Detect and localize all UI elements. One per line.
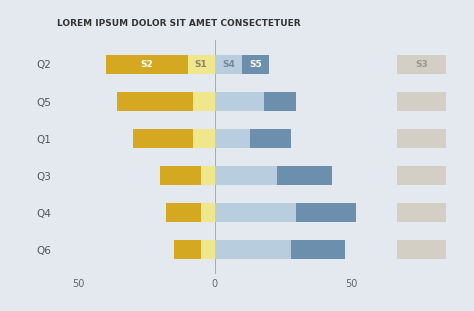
- Text: S1: S1: [195, 60, 208, 69]
- Bar: [397, 129, 446, 148]
- Bar: [201, 240, 215, 259]
- Bar: [215, 55, 242, 74]
- Bar: [166, 203, 201, 222]
- Bar: [264, 92, 296, 111]
- Bar: [215, 129, 250, 148]
- Bar: [296, 203, 356, 222]
- Text: S2: S2: [140, 60, 153, 69]
- Text: S5: S5: [249, 60, 262, 69]
- Bar: [215, 166, 277, 185]
- Bar: [133, 129, 193, 148]
- Bar: [215, 240, 291, 259]
- Bar: [397, 203, 446, 222]
- Bar: [117, 92, 193, 111]
- Text: S4: S4: [222, 60, 235, 69]
- Bar: [397, 166, 446, 185]
- Bar: [242, 55, 269, 74]
- Bar: [397, 240, 446, 259]
- Bar: [215, 92, 264, 111]
- Bar: [291, 240, 346, 259]
- Bar: [201, 166, 215, 185]
- Bar: [193, 92, 215, 111]
- Bar: [174, 240, 201, 259]
- Bar: [277, 166, 332, 185]
- Bar: [397, 92, 446, 111]
- Bar: [215, 203, 296, 222]
- Bar: [193, 129, 215, 148]
- Bar: [106, 55, 188, 74]
- Text: LOREM IPSUM DOLOR SIT AMET CONSECTETUER: LOREM IPSUM DOLOR SIT AMET CONSECTETUER: [57, 19, 301, 28]
- Bar: [201, 203, 215, 222]
- Bar: [160, 166, 201, 185]
- Bar: [188, 55, 215, 74]
- Bar: [397, 55, 446, 74]
- Bar: [250, 129, 291, 148]
- Text: S3: S3: [415, 60, 428, 69]
